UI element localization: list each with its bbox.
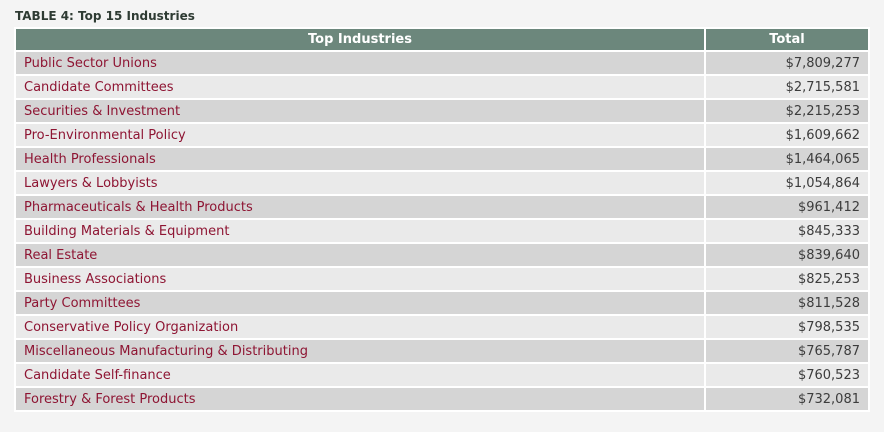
table-row: Pharmaceuticals & Health Products $961,41… (16, 196, 868, 218)
table-row: Party Committees $811,528 (16, 292, 868, 314)
industry-name-cell[interactable]: Public Sector Unions (16, 52, 704, 74)
total-amount-cell: $825,253 (706, 268, 868, 290)
table-row: Business Associations $825,253 (16, 268, 868, 290)
table-row: Forestry & Forest Products $732,081 (16, 388, 868, 410)
industry-name-cell[interactable]: Candidate Committees (16, 76, 704, 98)
table-body: Public Sector Unions $7,809,277 Candidate … (16, 52, 868, 410)
table-row: Public Sector Unions $7,809,277 (16, 52, 868, 74)
total-amount-cell: $7,809,277 (706, 52, 868, 74)
top-industries-table: Top Industries Total Public Sector Union… (14, 27, 870, 412)
column-header-top-industries: Top Industries (16, 29, 704, 50)
total-amount-cell: $2,215,253 (706, 100, 868, 122)
table-row: Real Estate $839,640 (16, 244, 868, 266)
industry-name-cell[interactable]: Real Estate (16, 244, 704, 266)
total-amount-cell: $732,081 (706, 388, 868, 410)
industry-name-cell[interactable]: Conservative Policy Organization (16, 316, 704, 338)
total-amount-cell: $845,333 (706, 220, 868, 242)
industry-name-cell[interactable]: Miscellaneous Manufacturing & Distributi… (16, 340, 704, 362)
industry-name-cell[interactable]: Pharmaceuticals & Health Products (16, 196, 704, 218)
industry-name-cell[interactable]: Pro-Environmental Policy (16, 124, 704, 146)
table-row: Conservative Policy Organization $798,535 (16, 316, 868, 338)
total-amount-cell: $961,412 (706, 196, 868, 218)
industry-name-cell[interactable]: Party Committees (16, 292, 704, 314)
total-amount-cell: $839,640 (706, 244, 868, 266)
table-row: Building Materials & Equipment $845,333 (16, 220, 868, 242)
industry-name-cell[interactable]: Candidate Self-finance (16, 364, 704, 386)
page-title: TABLE 4: Top 15 Industries (15, 9, 195, 23)
industry-name-cell[interactable]: Building Materials & Equipment (16, 220, 704, 242)
total-amount-cell: $1,054,864 (706, 172, 868, 194)
industry-name-cell[interactable]: Lawyers & Lobbyists (16, 172, 704, 194)
table-row: Miscellaneous Manufacturing & Distributi… (16, 340, 868, 362)
table-row: Pro-Environmental Policy $1,609,662 (16, 124, 868, 146)
industry-name-cell[interactable]: Business Associations (16, 268, 704, 290)
total-amount-cell: $798,535 (706, 316, 868, 338)
table-header-row: Top Industries Total (16, 29, 868, 50)
total-amount-cell: $811,528 (706, 292, 868, 314)
total-amount-cell: $1,464,065 (706, 148, 868, 170)
industry-name-cell[interactable]: Forestry & Forest Products (16, 388, 704, 410)
table-row: Securities & Investment $2,215,253 (16, 100, 868, 122)
total-amount-cell: $765,787 (706, 340, 868, 362)
column-header-total: Total (706, 29, 868, 50)
table-row: Candidate Self-finance $760,523 (16, 364, 868, 386)
total-amount-cell: $760,523 (706, 364, 868, 386)
table-row: Health Professionals $1,464,065 (16, 148, 868, 170)
industry-name-cell[interactable]: Securities & Investment (16, 100, 704, 122)
industry-name-cell[interactable]: Health Professionals (16, 148, 704, 170)
table-row: Candidate Committees $2,715,581 (16, 76, 868, 98)
table-row: Lawyers & Lobbyists $1,054,864 (16, 172, 868, 194)
total-amount-cell: $2,715,581 (706, 76, 868, 98)
total-amount-cell: $1,609,662 (706, 124, 868, 146)
